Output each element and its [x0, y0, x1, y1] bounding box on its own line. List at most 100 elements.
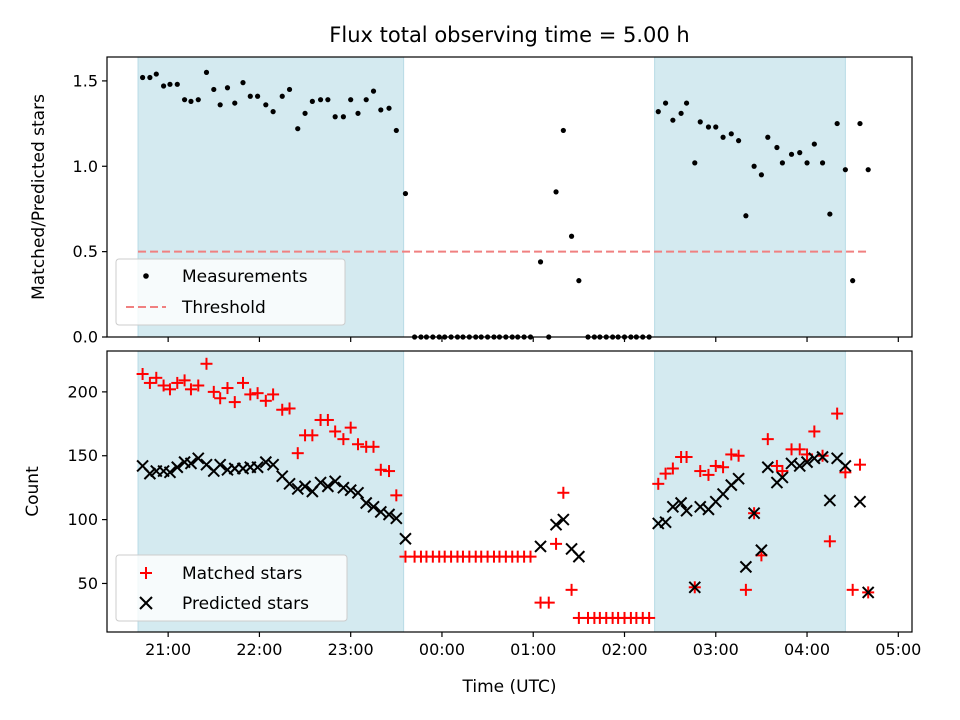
- matched-star-point: [351, 438, 364, 451]
- matched-star-point: [666, 462, 679, 475]
- measurement-point: [188, 98, 194, 104]
- measurement-point: [779, 160, 785, 166]
- measurement-point: [834, 120, 840, 127]
- predicted-star-point: [666, 500, 680, 514]
- predicted-star-point: [321, 480, 335, 493]
- measurement-point: [758, 172, 765, 178]
- measurement-point: [167, 81, 173, 87]
- matched-star-point: [329, 425, 342, 438]
- bottom-y-ticks: 50 100 150 200: [67, 382, 107, 593]
- measurement-point: [348, 97, 354, 103]
- night-shaded-region: [654, 56, 846, 338]
- y-tick-label: 1.0: [73, 157, 98, 176]
- matched-star-point: [251, 387, 264, 400]
- legend-x-marker: [139, 596, 153, 610]
- matched-star-point: [283, 402, 296, 415]
- top-legend: Measurements Threshold: [115, 258, 346, 326]
- predicted-star-point: [739, 560, 753, 574]
- y-tick-label: 0.0: [73, 328, 98, 347]
- measurement-point: [743, 213, 749, 219]
- measurement-point: [153, 71, 159, 77]
- predicted-star-point: [694, 500, 707, 514]
- x-axis-label: Time (UTC): [462, 677, 557, 697]
- measurement-point: [309, 98, 315, 104]
- measurement-point: [692, 160, 698, 166]
- measurement-point: [203, 69, 210, 75]
- measurement-point: [355, 110, 361, 116]
- measurement-point: [842, 167, 848, 173]
- matched-star-point: [143, 376, 156, 389]
- measurement-point: [697, 119, 703, 125]
- predicted-star-point: [785, 457, 798, 470]
- x-tick-label: 21:00: [145, 640, 191, 659]
- measurement-point: [728, 131, 734, 137]
- measurement-point: [195, 97, 201, 103]
- measurement-point: [279, 93, 285, 99]
- matched-star-point: [259, 394, 272, 407]
- y-tick-label: 100: [67, 510, 98, 529]
- legend-predicted-label: Predicted stars: [182, 594, 309, 614]
- measurement-point: [217, 102, 223, 108]
- measurement-point: [720, 134, 726, 140]
- measurement-point: [139, 74, 146, 81]
- measurement-point: [286, 86, 293, 93]
- bottom-legend: Matched stars Predicted stars: [115, 554, 348, 622]
- predicted-star-point: [390, 512, 403, 525]
- x-tick-label: 04:00: [784, 640, 830, 659]
- measurement-point: [325, 97, 331, 103]
- bottom-y-axis-label: Count: [23, 466, 43, 517]
- predicted-star-point: [351, 486, 365, 499]
- matched-star-point: [136, 367, 149, 380]
- predicted-star-point: [213, 458, 227, 471]
- predicted-star-point: [755, 544, 768, 557]
- predicted-star-point: [344, 484, 357, 497]
- measurement-point: [705, 124, 712, 130]
- measurement-point: [850, 278, 856, 284]
- measurement-point: [568, 233, 575, 239]
- measurement-point: [393, 127, 399, 134]
- matched-star-point: [702, 468, 715, 481]
- measurement-point: [174, 81, 180, 87]
- measurement-point: [865, 167, 871, 173]
- measurement-point: [302, 110, 308, 116]
- legend-measurement-marker: [143, 273, 149, 279]
- predicted-star-point: [853, 495, 867, 508]
- matched-star-point: [793, 443, 806, 456]
- y-tick-label: 200: [67, 382, 98, 401]
- predicted-star-point: [747, 507, 761, 520]
- measurement-point: [670, 117, 676, 123]
- x-tick-label: 00:00: [419, 640, 465, 659]
- matched-star-point: [776, 465, 789, 478]
- matched-star-point: [732, 449, 745, 462]
- legend-plus-marker: [140, 567, 152, 579]
- predicted-star-point: [283, 477, 296, 491]
- measurement-point: [181, 97, 188, 103]
- predicted-star-point: [143, 467, 157, 480]
- matched-star-point: [709, 459, 722, 472]
- matched-star-point: [383, 465, 396, 478]
- y-tick-label: 1.5: [73, 71, 98, 90]
- measurement-point: [576, 278, 582, 284]
- measurement-point: [560, 127, 566, 134]
- matched-star-point: [652, 477, 665, 490]
- predicted-star-point: [382, 508, 396, 521]
- measurement-point: [735, 138, 742, 144]
- y-tick-label: 150: [67, 446, 98, 465]
- predicted-star-point: [549, 518, 563, 531]
- measurement-point: [765, 134, 771, 140]
- predicted-star-point: [359, 496, 373, 510]
- matched-star-point: [214, 392, 227, 405]
- matched-star-point: [390, 489, 403, 502]
- predicted-star-point: [761, 461, 775, 474]
- matched-star-point: [157, 379, 170, 392]
- measurement-point: [678, 110, 684, 116]
- matched-star-point: [739, 583, 752, 596]
- measurement-point: [683, 100, 690, 106]
- matched-star-point: [178, 374, 191, 387]
- measurement-point: [317, 97, 324, 103]
- measurement-point: [224, 85, 231, 91]
- predicted-star-point: [793, 459, 806, 473]
- measurement-point: [662, 100, 669, 106]
- matched-star-point: [244, 388, 257, 401]
